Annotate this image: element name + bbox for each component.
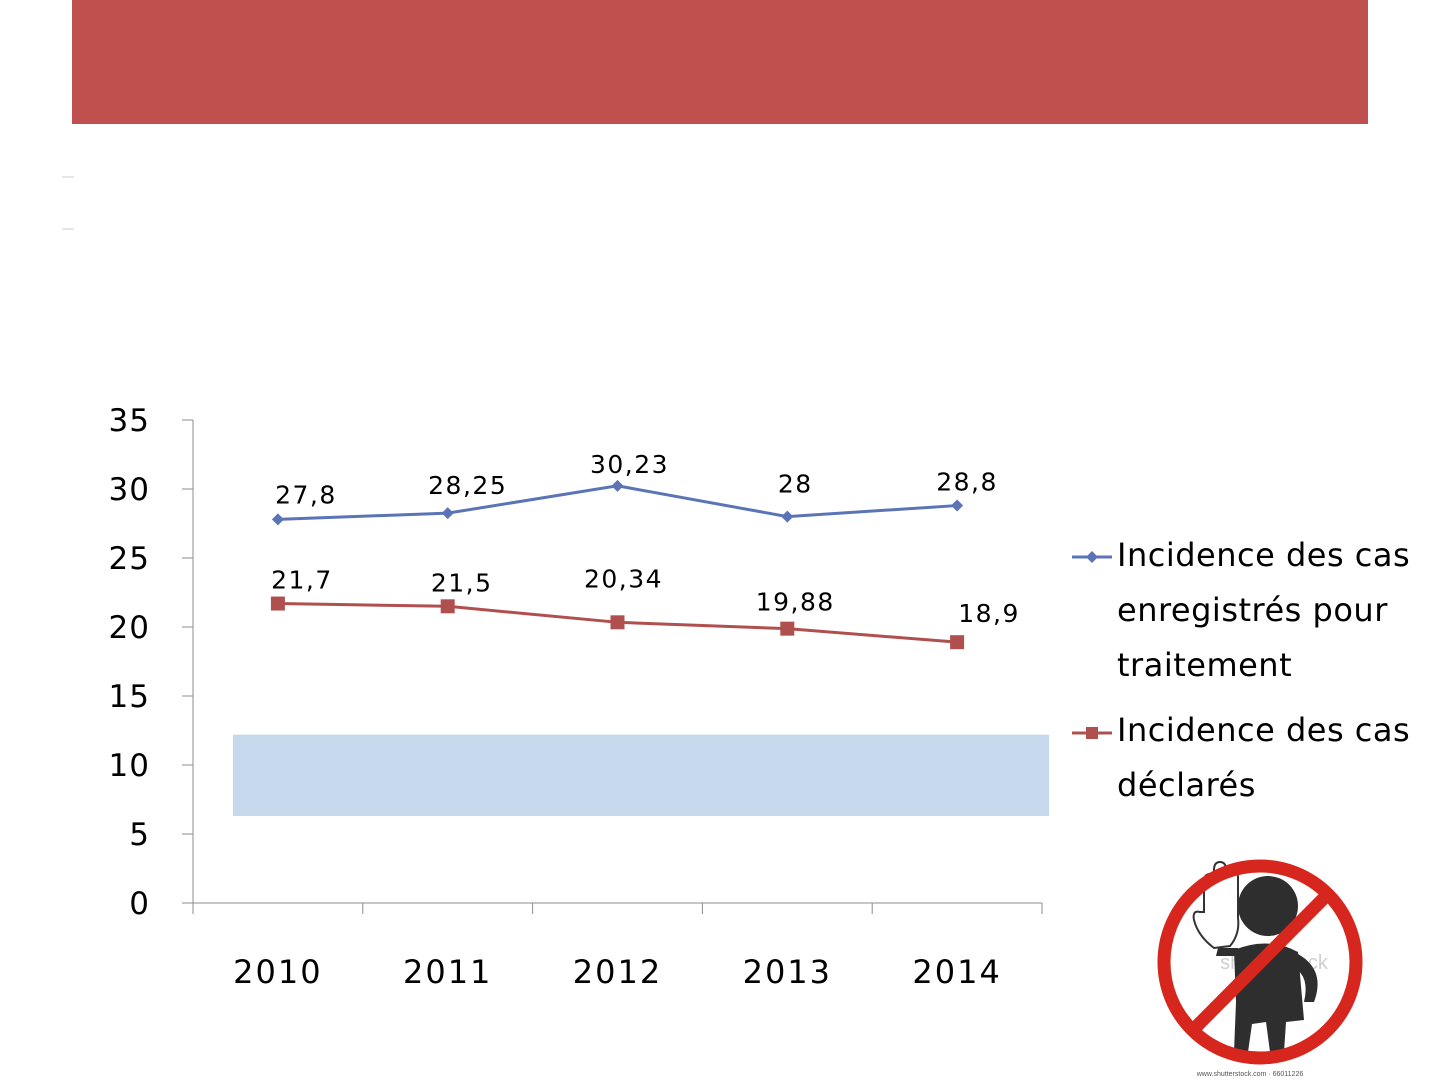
y-tick-label: 10 — [109, 748, 150, 784]
x-tick-label: 2013 — [743, 953, 832, 991]
line-chart: 0 5 10 15 20 25 30 35 2010 2011 2012 2013 2014 27,8 2… — [109, 403, 1049, 991]
y-tick-label: 15 — [109, 679, 150, 715]
x-tick-label: 2011 — [403, 953, 492, 991]
data-label: 28,8 — [936, 468, 998, 497]
data-label: 30,23 — [590, 450, 669, 479]
y-tick-label: 30 — [109, 472, 150, 508]
data-point — [440, 599, 455, 614]
data-point — [441, 507, 454, 520]
y-tick-label: 0 — [129, 886, 150, 922]
data-point — [270, 596, 285, 611]
data-label: 21,7 — [271, 566, 333, 595]
bullet-dash — [62, 176, 74, 178]
title-bar — [72, 0, 1368, 124]
y-tick-label: 5 — [129, 817, 150, 853]
stop-person-icon: shutterstock www.shutterstock.com · 6601… — [1157, 859, 1363, 1078]
data-point — [780, 621, 795, 636]
y-tick-label: 35 — [109, 403, 150, 439]
legend-label: Incidence des cas enregistrés pour trait… — [1117, 536, 1411, 684]
data-label: 28,25 — [428, 471, 507, 500]
svg-text:www.shutterstock.com · 6601122: www.shutterstock.com · 66011226 — [1196, 1071, 1304, 1078]
data-point — [610, 615, 625, 630]
bullet-dash — [62, 228, 74, 230]
data-point — [950, 635, 965, 650]
data-label: 21,5 — [431, 568, 493, 597]
data-label: 19,88 — [756, 588, 835, 617]
y-tick-label: 20 — [109, 610, 150, 646]
legend-label: Incidence des cas déclarés — [1117, 711, 1411, 804]
data-point — [271, 513, 284, 526]
x-tick-label: 2012 — [573, 953, 662, 991]
highlight-band — [233, 734, 1049, 817]
data-label: 28 — [778, 470, 813, 499]
data-point — [951, 499, 964, 512]
legend-swatch-diamond — [1072, 551, 1112, 563]
data-point — [781, 510, 794, 523]
data-point — [611, 479, 624, 492]
data-label: 20,34 — [584, 564, 663, 593]
data-label: 27,8 — [275, 480, 337, 509]
legend-swatch-square — [1072, 727, 1112, 739]
x-tick-label: 2014 — [912, 953, 1001, 991]
x-tick-label: 2010 — [233, 953, 322, 991]
y-tick-label: 25 — [109, 541, 150, 577]
data-label: 18,9 — [958, 599, 1020, 628]
